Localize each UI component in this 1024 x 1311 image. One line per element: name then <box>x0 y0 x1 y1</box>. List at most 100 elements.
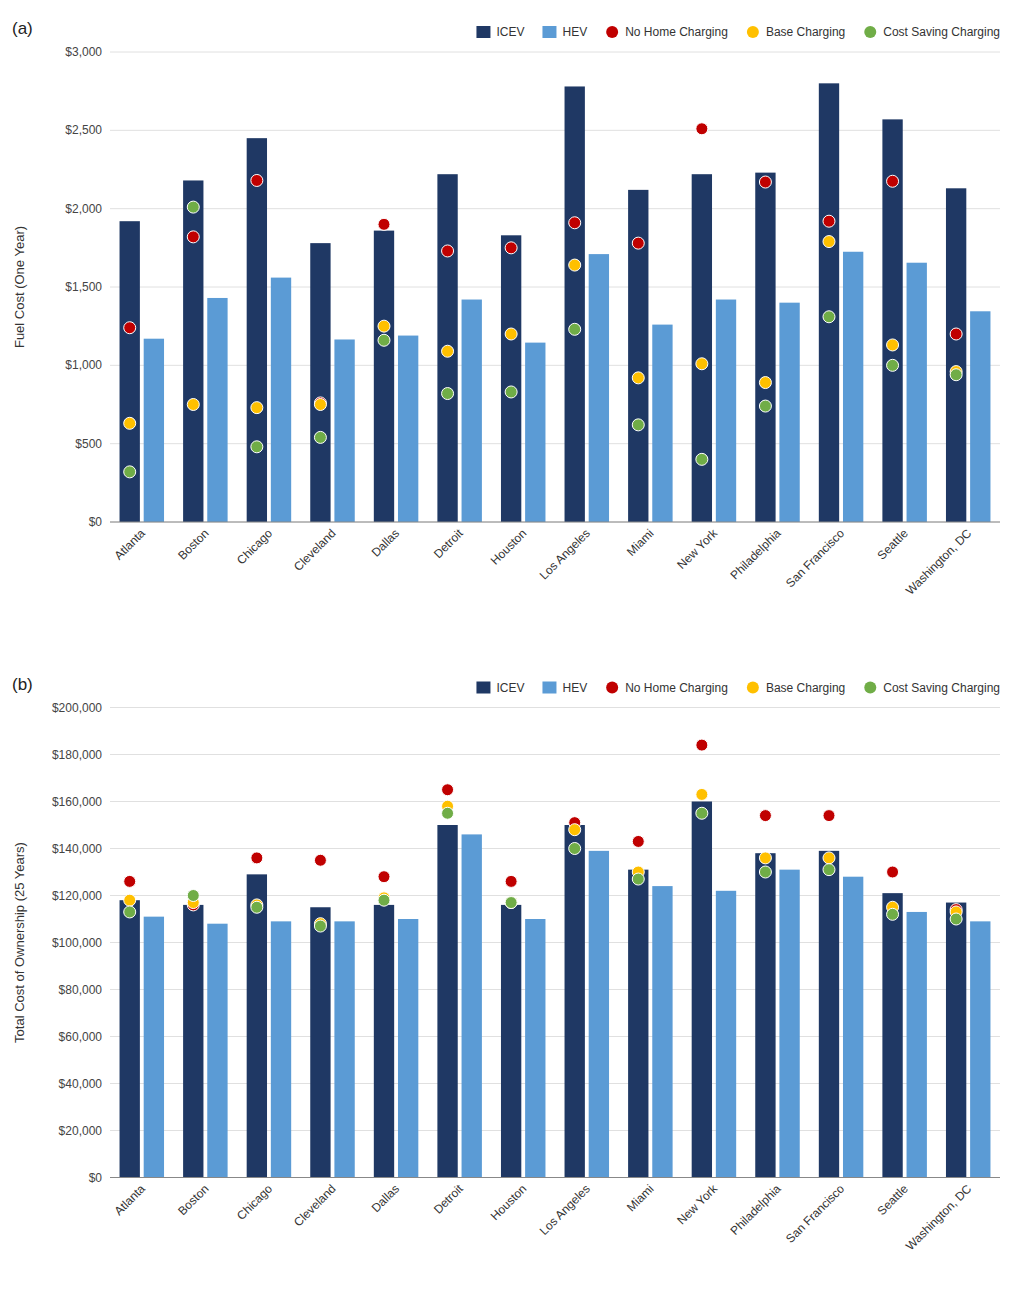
grid-line <box>110 1177 1000 1178</box>
bar <box>843 877 863 1178</box>
bar <box>271 921 291 1177</box>
y-tick-label: $60,000 <box>59 1030 103 1044</box>
dot <box>632 237 644 249</box>
dot <box>950 369 962 381</box>
bar <box>628 190 648 522</box>
bar <box>946 188 966 522</box>
bar <box>247 874 267 1177</box>
x-tick-label: Chicago <box>234 1181 275 1222</box>
dot <box>505 242 517 254</box>
bar <box>589 851 609 1178</box>
dot <box>442 345 454 357</box>
x-tick-label: Dallas <box>369 1182 402 1215</box>
y-tick-label: $3,000 <box>65 45 102 59</box>
bar <box>144 917 164 1178</box>
dot <box>823 311 835 323</box>
x-tick-label: Houston <box>488 526 530 568</box>
panel: (b)Total Cost of Ownership (25 Years)$0$… <box>12 675 1000 1254</box>
bar <box>207 298 227 522</box>
legend-item: Base Charging <box>747 681 845 695</box>
bar <box>501 905 521 1178</box>
dot <box>759 852 771 864</box>
dot <box>632 835 644 847</box>
dot <box>505 875 517 887</box>
x-tick-label: Philadelphia <box>727 526 783 582</box>
y-tick-label: $160,000 <box>52 795 102 809</box>
panel-label: (a) <box>12 19 33 38</box>
grid-line <box>110 365 1000 366</box>
x-tick-label: Washington, DC <box>903 526 975 598</box>
x-tick-label: Dallas <box>369 526 402 559</box>
grid-line <box>110 989 1000 990</box>
dot <box>378 894 390 906</box>
y-tick-label: $140,000 <box>52 842 102 856</box>
bar <box>437 825 457 1178</box>
legend-swatch <box>542 682 556 694</box>
legend-item: HEV <box>542 681 587 695</box>
dot <box>950 913 962 925</box>
dot <box>696 358 708 370</box>
y-tick-label: $200,000 <box>52 701 102 715</box>
y-tick-label: $2,000 <box>65 202 102 216</box>
bar <box>437 174 457 522</box>
y-axis-label: Fuel Cost (One Year) <box>12 226 27 348</box>
x-tick-label: Seattle <box>874 1181 911 1218</box>
dot <box>696 739 708 751</box>
legend-label: HEV <box>562 25 587 39</box>
y-tick-label: $80,000 <box>59 983 103 997</box>
bar <box>907 912 927 1178</box>
grid-line <box>110 1130 1000 1131</box>
dot <box>759 176 771 188</box>
dot <box>759 400 771 412</box>
bar <box>565 825 585 1178</box>
dot <box>314 431 326 443</box>
dot <box>887 175 899 187</box>
bar <box>589 254 609 522</box>
x-tick-label: Los Angeles <box>537 1182 593 1238</box>
bar <box>755 853 775 1177</box>
bar <box>310 243 330 522</box>
dot <box>887 866 899 878</box>
bar <box>779 303 799 522</box>
legend-swatch <box>476 26 490 38</box>
legend-swatch <box>542 26 556 38</box>
bar <box>374 905 394 1178</box>
plot-marks <box>120 739 991 1177</box>
x-tick-label: Boston <box>175 526 211 562</box>
dot <box>505 328 517 340</box>
dot <box>442 245 454 257</box>
x-tick-label: Detroit <box>431 1181 466 1216</box>
legend: ICEVHEVNo Home ChargingBase ChargingCost… <box>476 25 1000 39</box>
grid-line <box>110 522 1000 523</box>
dot <box>823 810 835 822</box>
dot <box>187 890 199 902</box>
dot <box>378 334 390 346</box>
y-tick-label: $120,000 <box>52 889 102 903</box>
legend-item: No Home Charging <box>606 681 728 695</box>
legend-swatch <box>476 682 490 694</box>
bar <box>565 86 585 522</box>
dot <box>569 824 581 836</box>
plot-marks <box>120 83 991 522</box>
grid-line <box>110 52 1000 53</box>
dot <box>378 320 390 332</box>
legend-label: HEV <box>562 681 587 695</box>
dot <box>569 843 581 855</box>
legend-item: Base Charging <box>747 25 845 39</box>
panel: (a)Fuel Cost (One Year)$0$500$1,000$1,50… <box>12 19 1000 598</box>
dot <box>314 854 326 866</box>
legend-swatch <box>606 682 618 694</box>
bar <box>525 919 545 1178</box>
y-tick-label: $40,000 <box>59 1077 103 1091</box>
legend-swatch <box>864 26 876 38</box>
dot <box>569 323 581 335</box>
grid-line <box>110 754 1000 755</box>
dot <box>696 788 708 800</box>
dot <box>887 359 899 371</box>
bar <box>462 834 482 1177</box>
bar <box>183 180 203 522</box>
bar <box>207 924 227 1178</box>
dot <box>759 377 771 389</box>
bar <box>183 905 203 1178</box>
dot <box>569 259 581 271</box>
